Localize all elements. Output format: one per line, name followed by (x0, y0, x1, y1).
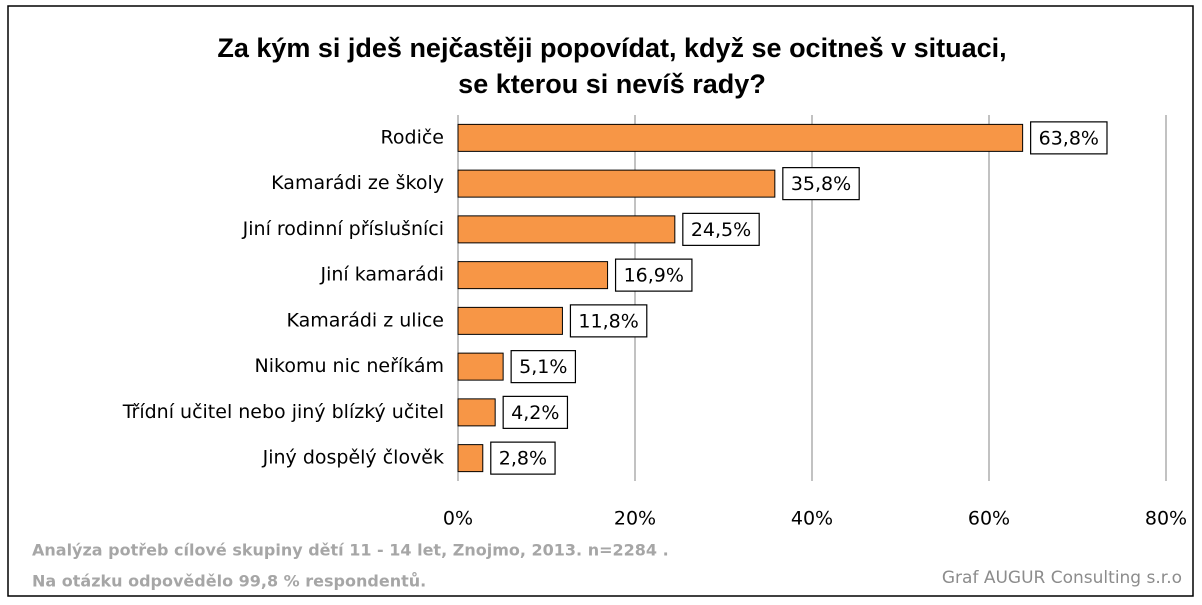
x-tick-label: 60% (968, 508, 1010, 530)
y-tick-label: Jiní rodinní příslušníci (242, 218, 444, 240)
chart-title: Za kým si jdeš nejčastěji popovídat, kdy… (217, 33, 1006, 63)
y-tick-label: Rodiče (381, 126, 444, 148)
value-label: 5,1% (519, 356, 567, 378)
value-label-box (569, 304, 648, 338)
bar (457, 169, 776, 198)
value-label: 4,2% (511, 402, 559, 424)
value-label: 11,8% (578, 310, 638, 332)
x-tick-label: 20% (614, 508, 656, 530)
value-label: 63,8% (1039, 127, 1099, 149)
value-label: 16,9% (624, 265, 684, 287)
value-label-box (614, 258, 693, 292)
chart-frame (7, 5, 1194, 597)
bar (457, 398, 496, 427)
footnote: Na otázku odpovědělo 99,8 % respondentů. (32, 572, 426, 591)
x-tick-label: 0% (443, 508, 473, 530)
value-label-box (502, 395, 569, 429)
value-label-box (682, 212, 760, 246)
value-label-box (782, 167, 860, 201)
value-label-box (490, 441, 556, 475)
y-tick-label: Třídní učitel nebo jiný blízký učitel (122, 401, 444, 423)
value-label: 2,8% (499, 448, 547, 470)
bar (457, 352, 504, 381)
bar (457, 444, 484, 473)
footnote: Analýza potřeb cílové skupiny dětí 11 - … (32, 541, 669, 560)
y-tick-label: Kamarádi ze školy (271, 172, 444, 194)
bar (457, 215, 676, 244)
bar (457, 306, 563, 335)
y-tick-label: Jiní kamarádi (320, 264, 445, 286)
value-label: 35,8% (791, 173, 851, 195)
y-tick-label: Nikomu nic neříkám (255, 355, 444, 377)
value-label-box (1030, 121, 1108, 155)
credit: Graf AUGUR Consulting s.r.o (942, 568, 1182, 588)
x-tick-label: 80% (1145, 508, 1187, 530)
y-tick-label: Kamarádi z ulice (286, 309, 444, 331)
value-label-box (510, 350, 577, 384)
value-label: 24,5% (691, 219, 751, 241)
x-tick-label: 40% (791, 508, 833, 530)
bar (457, 261, 609, 290)
y-tick-label: Jiný dospělý člověk (262, 447, 444, 469)
bar (457, 123, 1024, 152)
chart-title: se kterou si nevíš rady? (458, 69, 766, 99)
